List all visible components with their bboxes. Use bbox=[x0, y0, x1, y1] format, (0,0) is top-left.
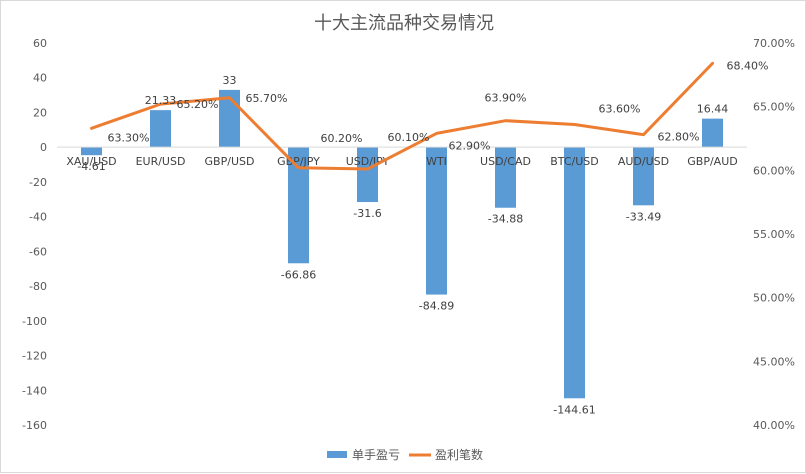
bar-data-label: -31.6 bbox=[353, 207, 381, 220]
bar-data-label: -66.86 bbox=[281, 268, 316, 281]
category-label: AUD/USD bbox=[618, 155, 669, 168]
line-data-label: 63.60% bbox=[599, 102, 641, 115]
right-axis-tick-label: 45.00% bbox=[753, 355, 795, 368]
chart-title: 十大主流品种交易情况 bbox=[314, 13, 494, 34]
line-path bbox=[90, 61, 714, 171]
bar bbox=[633, 147, 654, 206]
bar-data-label: -84.89 bbox=[419, 300, 454, 313]
line-data-label: 65.70% bbox=[246, 92, 288, 105]
line-data-label: 63.90% bbox=[485, 92, 527, 105]
line-series bbox=[90, 61, 714, 171]
right-axis-tick-label: 55.00% bbox=[753, 228, 795, 241]
category-label: USD/CAD bbox=[480, 155, 531, 168]
bar-data-label: 21.33 bbox=[145, 94, 177, 107]
legend: 单手盈亏 盈利笔数 bbox=[327, 447, 483, 462]
bar-data-label: -34.88 bbox=[488, 213, 523, 226]
category-label: EUR/USD bbox=[136, 155, 186, 168]
bar-data-label: -4.61 bbox=[77, 160, 105, 173]
right-axis-tick-label: 70.00% bbox=[753, 37, 795, 50]
bar bbox=[288, 147, 309, 264]
line-data-label: 62.90% bbox=[449, 139, 491, 152]
left-axis-tick-label: -160 bbox=[22, 419, 47, 432]
line-data-label: 65.20% bbox=[177, 98, 219, 111]
left-axis-tick-label: -120 bbox=[22, 350, 47, 363]
line-data-label: 62.80% bbox=[658, 131, 700, 144]
bar bbox=[426, 147, 447, 295]
right-axis-tick-label: 40.00% bbox=[753, 419, 795, 432]
right-axis: 70.00% 65.00% 60.00% 55.00% 50.00% 45.00% 40.0… bbox=[753, 37, 795, 432]
category-label: GBP/USD bbox=[205, 155, 255, 168]
bar bbox=[702, 118, 723, 148]
left-axis-tick-label: -20 bbox=[29, 176, 47, 189]
bar bbox=[357, 147, 378, 203]
line-data-label: 60.10% bbox=[388, 131, 430, 144]
left-axis-tick-label: 0 bbox=[40, 141, 47, 154]
bar bbox=[564, 147, 585, 399]
line-data-labels: 63.30% 65.20% 65.70% 60.20% 60.10% 62.90% 63.9… bbox=[108, 59, 769, 152]
legend-label-line: 盈利笔数 bbox=[435, 447, 483, 462]
bar-data-label: 16.44 bbox=[697, 103, 729, 116]
category-label: XAU/USD bbox=[66, 155, 116, 168]
category-label: GBP/AUD bbox=[687, 155, 737, 168]
bar bbox=[150, 110, 171, 148]
left-axis-tick-label: -100 bbox=[22, 315, 47, 328]
left-axis-tick-label: -80 bbox=[29, 280, 47, 293]
left-axis-tick-label: -60 bbox=[29, 245, 47, 258]
right-axis-tick-label: 60.00% bbox=[753, 164, 795, 177]
category-labels: XAU/USD EUR/USD GBP/USD GBP/JPY USD/JPY WTI US… bbox=[66, 155, 737, 168]
legend-label-bar: 单手盈亏 bbox=[352, 448, 400, 462]
bar-data-label: -33.49 bbox=[626, 210, 661, 223]
line-data-label: 60.20% bbox=[321, 132, 363, 145]
left-axis-tick-label: 60 bbox=[33, 37, 47, 50]
bar-series bbox=[81, 89, 723, 399]
left-axis-tick-label: -40 bbox=[29, 211, 47, 224]
category-label: WTI bbox=[426, 155, 447, 168]
left-axis-tick-label: 40 bbox=[33, 72, 47, 85]
bar-data-label: -144.61 bbox=[553, 403, 595, 416]
left-axis-tick-label: 20 bbox=[33, 106, 47, 119]
bar bbox=[81, 147, 102, 156]
left-axis: 60 40 20 0 -20 -40 -60 -80 -100 -120 -140 -160 bbox=[22, 37, 47, 432]
bar-data-labels: -4.61 21.33 33 -66.86 -31.6 -84.89 -34.88 -144.… bbox=[77, 74, 728, 416]
left-axis-tick-label: -140 bbox=[22, 384, 47, 397]
line-data-label: 68.40% bbox=[727, 59, 769, 72]
legend-swatch-bar bbox=[327, 451, 347, 458]
right-axis-tick-label: 65.00% bbox=[753, 101, 795, 114]
category-label: BTC/USD bbox=[550, 155, 599, 168]
line-data-label: 63.30% bbox=[108, 131, 150, 144]
bar bbox=[495, 147, 516, 208]
right-axis-tick-label: 50.00% bbox=[753, 292, 795, 305]
bar-data-label: 33 bbox=[223, 74, 237, 87]
